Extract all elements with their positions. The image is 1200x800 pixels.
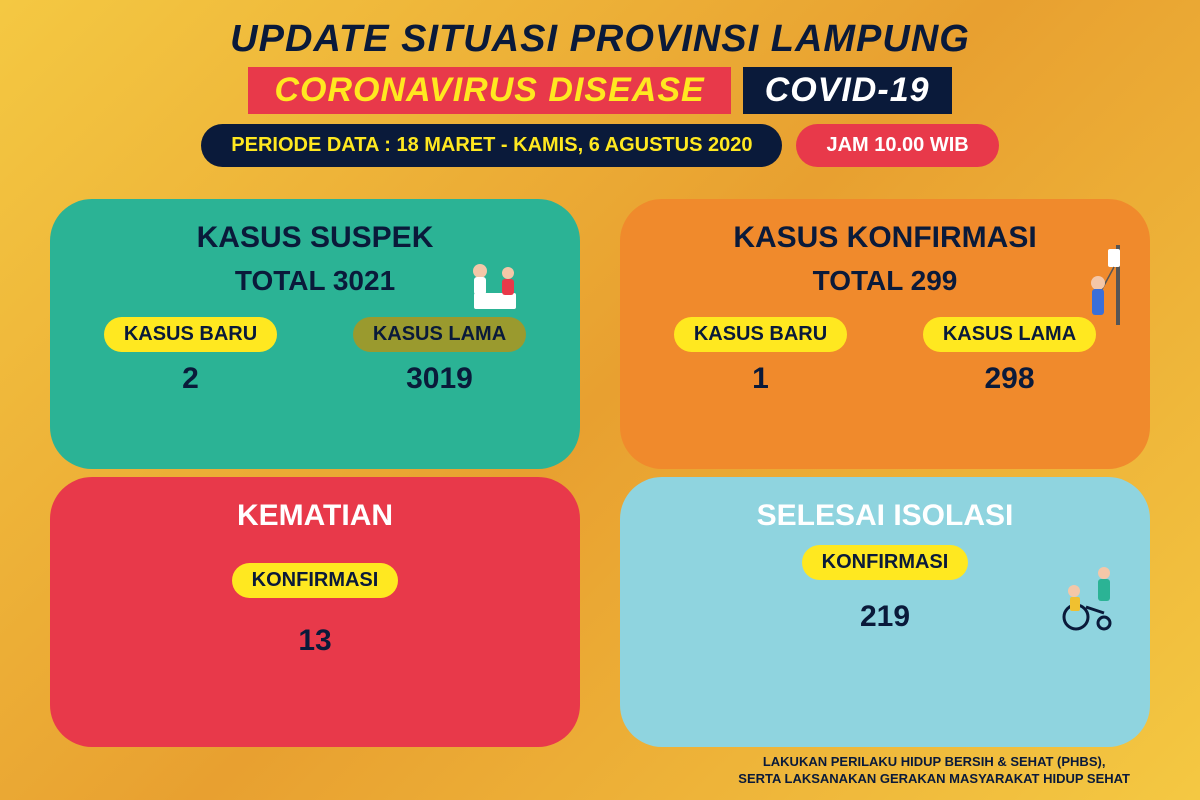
doctor-patient-icon (460, 257, 530, 311)
card-konfirmasi: KASUS KONFIRMASI TOTAL 299 KASUS BARU 1 … (620, 199, 1150, 469)
header: UPDATE SITUASI PROVINSI LAMPUNG CORONAVI… (0, 0, 1200, 177)
suspek-lama-block: KASUS LAMA 3019 (327, 317, 552, 396)
konfirmasi-title: KASUS KONFIRMASI (648, 221, 1122, 255)
kematian-title: KEMATIAN (78, 499, 552, 533)
konfirmasi-baru-label: KASUS BARU (674, 317, 847, 352)
suspek-baru-block: KASUS BARU 2 (78, 317, 303, 396)
footer-line1: LAKUKAN PERILAKU HIDUP BERSIH & SEHAT (P… (738, 754, 1130, 771)
suspek-total-value: 3021 (333, 265, 395, 296)
footer-line2: SERTA LAKSANAKAN GERAKAN MASYARAKAT HIDU… (738, 771, 1130, 788)
konfirmasi-lama-value: 298 (897, 362, 1122, 396)
konfirmasi-lama-label: KASUS LAMA (923, 317, 1096, 352)
isolasi-konfirmasi-label: KONFIRMASI (802, 545, 969, 580)
card-kematian: KEMATIAN KONFIRMASI 13 (50, 477, 580, 747)
period-row: PERIODE DATA : 18 MARET - KAMIS, 6 AGUST… (40, 124, 1160, 167)
main-title: UPDATE SITUASI PROVINSI LAMPUNG (40, 18, 1160, 61)
kematian-konfirmasi-label: KONFIRMASI (232, 563, 399, 598)
konfirmasi-total-label: TOTAL (813, 265, 903, 296)
kematian-konfirmasi-value: 13 (78, 624, 552, 658)
iv-drip-icon (1088, 243, 1132, 333)
suspek-lama-label: KASUS LAMA (353, 317, 526, 352)
suspek-lama-value: 3019 (327, 362, 552, 396)
period-label: PERIODE DATA : 18 MARET - KAMIS, 6 AGUST… (201, 124, 782, 167)
time-label: JAM 10.00 WIB (796, 124, 998, 167)
konfirmasi-subrow: KASUS BARU 1 KASUS LAMA 298 (648, 317, 1122, 396)
subtitle-row: CORONAVIRUS DISEASE COVID-19 (40, 67, 1160, 114)
wheelchair-icon (1056, 563, 1126, 633)
suspek-subrow: KASUS BARU 2 KASUS LAMA 3019 (78, 317, 552, 396)
disease-label: CORONAVIRUS DISEASE (248, 67, 730, 114)
konfirmasi-baru-block: KASUS BARU 1 (648, 317, 873, 396)
konfirmasi-total-value: 299 (911, 265, 958, 296)
konfirmasi-baru-value: 1 (648, 362, 873, 396)
footer-note: LAKUKAN PERILAKU HIDUP BERSIH & SEHAT (P… (738, 754, 1130, 788)
card-suspek: KASUS SUSPEK TOTAL 3021 KASUS BARU 2 KAS… (50, 199, 580, 469)
suspek-baru-value: 2 (78, 362, 303, 396)
suspek-total-label: TOTAL (235, 265, 325, 296)
kematian-block: KONFIRMASI 13 (78, 563, 552, 658)
card-isolasi: SELESAI ISOLASI KONFIRMASI 219 (620, 477, 1150, 747)
suspek-baru-label: KASUS BARU (104, 317, 277, 352)
cards-container: KASUS SUSPEK TOTAL 3021 KASUS BARU 2 KAS… (50, 199, 1150, 759)
suspek-title: KASUS SUSPEK (78, 221, 552, 255)
isolasi-block: KONFIRMASI 219 (648, 545, 1122, 634)
isolasi-konfirmasi-value: 219 (648, 600, 1122, 634)
konfirmasi-total: TOTAL 299 (648, 265, 1122, 297)
covid-label: COVID-19 (743, 67, 952, 114)
isolasi-title: SELESAI ISOLASI (648, 499, 1122, 533)
